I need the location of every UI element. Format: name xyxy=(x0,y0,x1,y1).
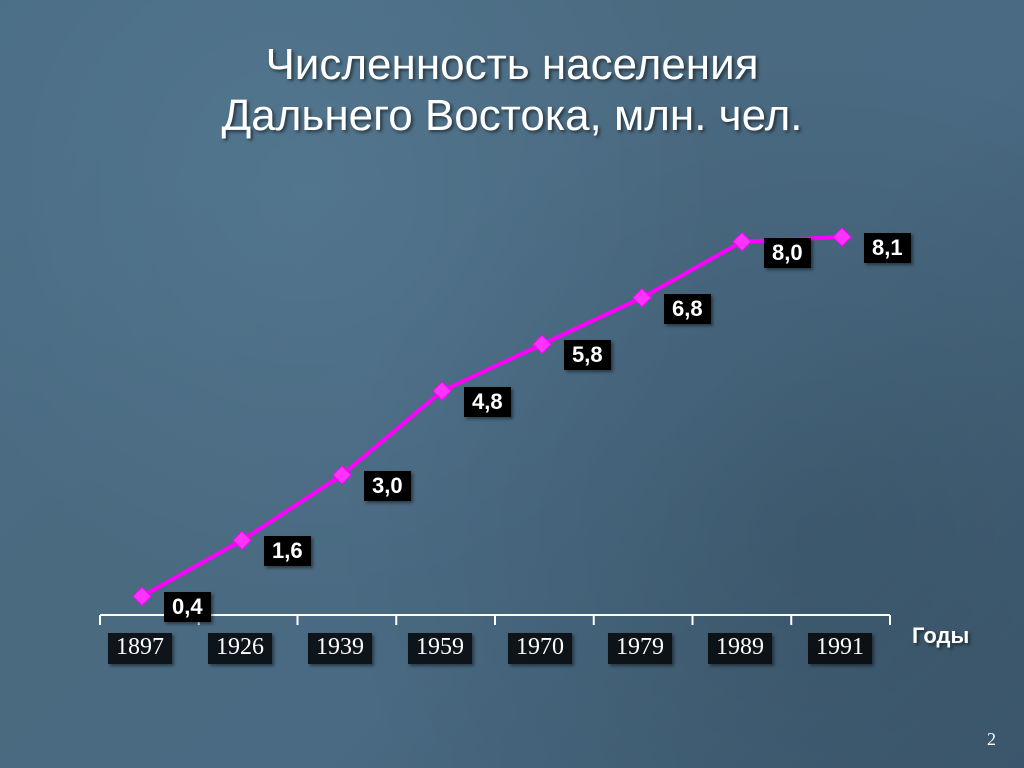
chart-marker xyxy=(533,335,551,353)
slide-title: Численность населения Дальнего Востока, … xyxy=(0,40,1024,141)
chart-marker xyxy=(733,233,751,251)
chart-marker xyxy=(133,587,151,605)
data-label: 0,4 xyxy=(164,592,211,622)
data-label: 4,8 xyxy=(464,387,511,417)
x-category-label: 1897 xyxy=(108,633,172,664)
data-label: 1,6 xyxy=(264,536,311,566)
x-category-label: 1939 xyxy=(308,633,372,664)
x-category-label: 1959 xyxy=(408,633,472,664)
x-category-label: 1991 xyxy=(808,633,872,664)
x-category-label: 1989 xyxy=(708,633,772,664)
chart-marker xyxy=(833,228,851,246)
data-label: 8,1 xyxy=(864,233,911,263)
data-label: 3,0 xyxy=(364,471,411,501)
page-number: 2 xyxy=(987,729,996,750)
slide: Численность населения Дальнего Востока, … xyxy=(0,0,1024,768)
x-category-label: 1970 xyxy=(508,633,572,664)
x-category-label: 1926 xyxy=(208,633,272,664)
x-axis-title: Годы xyxy=(912,623,969,649)
data-label: 8,0 xyxy=(764,238,811,268)
x-category-label: 1979 xyxy=(608,633,672,664)
chart-marker xyxy=(633,289,651,307)
chart-ticks xyxy=(100,615,890,625)
data-label: 6,8 xyxy=(664,294,711,324)
data-label: 5,8 xyxy=(564,340,611,370)
